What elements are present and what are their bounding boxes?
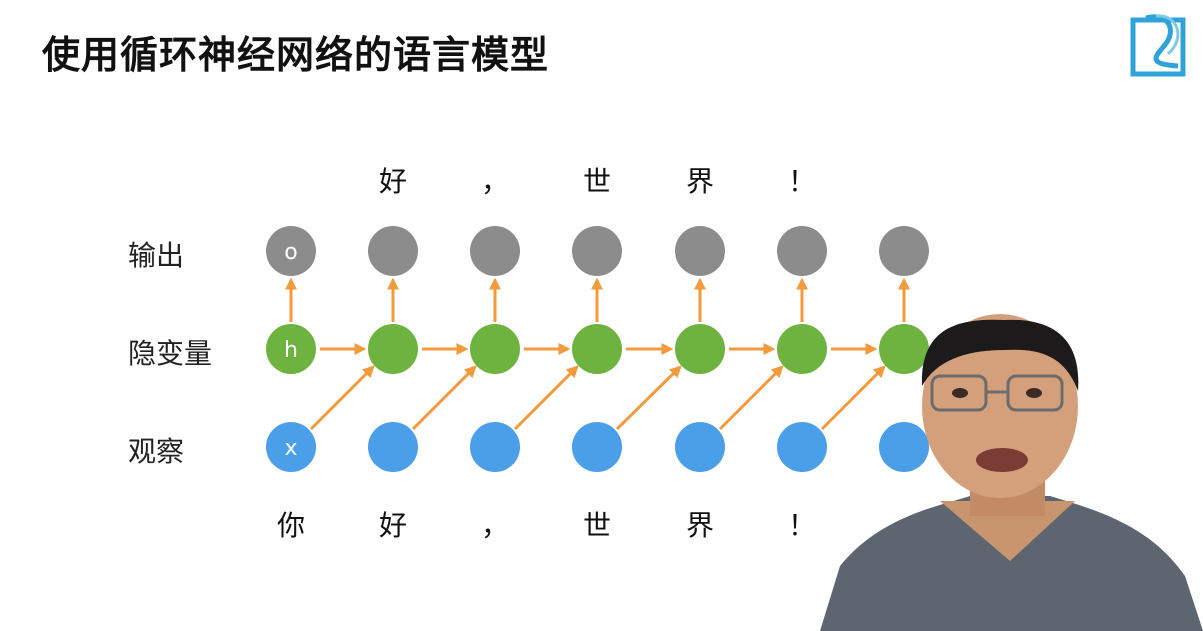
output-token: 好 — [379, 165, 407, 198]
arrow-layer — [285, 277, 910, 431]
hidden-node — [266, 324, 316, 374]
input-node — [879, 422, 929, 472]
output-token: ， — [481, 165, 509, 198]
node-layer: o h x — [266, 226, 929, 472]
token-layer: 好，世界！你好，世界！ — [277, 165, 816, 542]
hidden-node — [470, 324, 520, 374]
slide-title: 使用循环神经网络的语言模型 — [42, 33, 550, 77]
input-node — [572, 422, 622, 472]
hidden-node — [879, 324, 929, 374]
input-token: 世 — [583, 509, 611, 542]
output-node — [470, 226, 520, 276]
arrow-input-to-hidden — [615, 365, 682, 431]
input-token: ！ — [788, 509, 816, 542]
output-node — [777, 226, 827, 276]
output-node — [879, 226, 929, 276]
presenter-image — [820, 314, 1203, 631]
logo-icon — [1130, 14, 1186, 77]
hidden-node-label: h — [284, 338, 298, 363]
arrow-input-to-hidden — [411, 365, 477, 431]
arrow-input-to-hidden — [309, 365, 375, 431]
row-label-observed: 观察 — [128, 435, 184, 468]
input-token: 你 — [277, 509, 305, 542]
output-node — [675, 226, 725, 276]
arrow-input-to-hidden — [820, 365, 886, 431]
input-token: ， — [481, 509, 509, 542]
output-node — [266, 226, 316, 276]
input-node — [368, 422, 418, 472]
input-node-label: x — [284, 436, 297, 461]
hidden-node — [368, 324, 418, 374]
output-token: 界 — [686, 165, 714, 198]
input-token: 界 — [686, 509, 714, 542]
row-label-output: 输出 — [128, 239, 184, 272]
input-node — [266, 422, 316, 472]
hidden-node — [675, 324, 725, 374]
hidden-node — [572, 324, 622, 374]
output-token: ！ — [788, 165, 816, 198]
arrow-input-to-hidden — [513, 365, 579, 431]
input-node — [777, 422, 827, 472]
hidden-node — [777, 324, 827, 374]
output-node — [572, 226, 622, 276]
input-node — [675, 422, 725, 472]
arrow-input-to-hidden — [718, 365, 784, 431]
input-node — [470, 422, 520, 472]
output-token: 世 — [583, 165, 611, 198]
row-label-hidden: 隐变量 — [128, 337, 212, 370]
output-node — [368, 226, 418, 276]
input-token: 好 — [379, 509, 407, 542]
output-node-label: o — [284, 240, 297, 265]
